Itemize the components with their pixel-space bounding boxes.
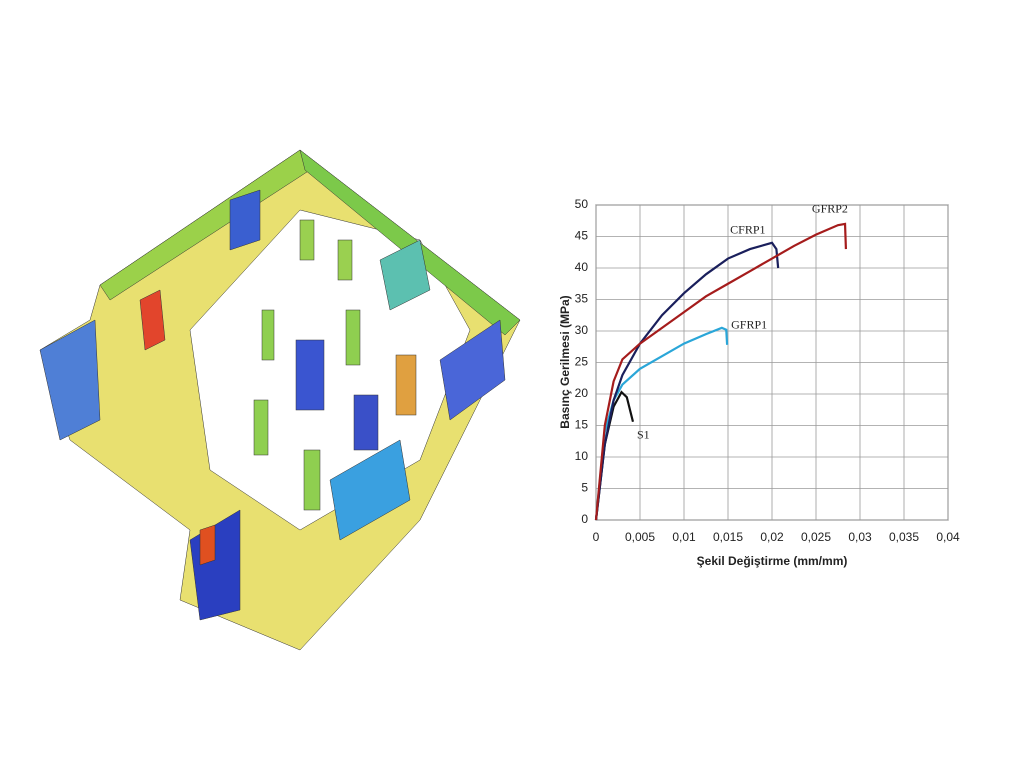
column xyxy=(337,239,353,281)
y-tick-label: 40 xyxy=(575,260,589,274)
column xyxy=(261,309,275,361)
y-tick-label: 0 xyxy=(581,512,588,526)
wall-patch xyxy=(229,189,261,251)
series-label: S1 xyxy=(637,427,650,441)
x-tick-label: 0,035 xyxy=(889,530,919,544)
column xyxy=(253,399,269,456)
series-label: GFRP2 xyxy=(812,202,848,216)
building-model xyxy=(39,149,521,651)
wall-patch xyxy=(199,524,216,566)
y-axis-label: Basınç Gerilmesi (MPa) xyxy=(558,295,572,428)
x-tick-label: 0,01 xyxy=(672,530,696,544)
wall-top xyxy=(299,149,521,336)
x-tick-label: 0,04 xyxy=(936,530,960,544)
x-tick-label: 0,03 xyxy=(848,530,872,544)
y-tick-label: 50 xyxy=(575,197,589,211)
series-line xyxy=(594,222,848,521)
x-tick-label: 0,015 xyxy=(713,530,743,544)
column xyxy=(395,354,417,416)
column xyxy=(295,339,325,411)
column xyxy=(345,309,361,366)
y-tick-label: 35 xyxy=(575,292,589,306)
chart: Basınç Gerilmesi (MPa) Şekil Değiştirme … xyxy=(558,197,960,568)
y-tick-label: 30 xyxy=(575,323,589,337)
column xyxy=(299,219,315,261)
x-tick-label: 0,025 xyxy=(801,530,831,544)
x-tick-label: 0 xyxy=(593,530,600,544)
wall-patch xyxy=(439,319,506,421)
y-tick-label: 10 xyxy=(575,449,589,463)
column xyxy=(303,449,321,511)
y-tick-label: 25 xyxy=(575,355,589,369)
wall-patch xyxy=(39,319,101,441)
y-tick-label: 20 xyxy=(575,386,589,400)
x-tick-label: 0,005 xyxy=(625,530,655,544)
y-tick-label: 15 xyxy=(575,418,589,432)
y-tick-label: 45 xyxy=(575,229,589,243)
y-tick-label: 5 xyxy=(581,481,588,495)
series-label: CFRP1 xyxy=(730,223,765,237)
column xyxy=(353,394,379,451)
series-line xyxy=(594,241,780,521)
wall-patch xyxy=(379,239,431,311)
x-tick-label: 0,02 xyxy=(760,530,784,544)
series-label: GFRP1 xyxy=(731,318,767,332)
wall-patch xyxy=(329,439,411,541)
x-axis-label: Şekil Değiştirme (mm/mm) xyxy=(697,554,848,568)
wall-patch xyxy=(139,289,166,351)
